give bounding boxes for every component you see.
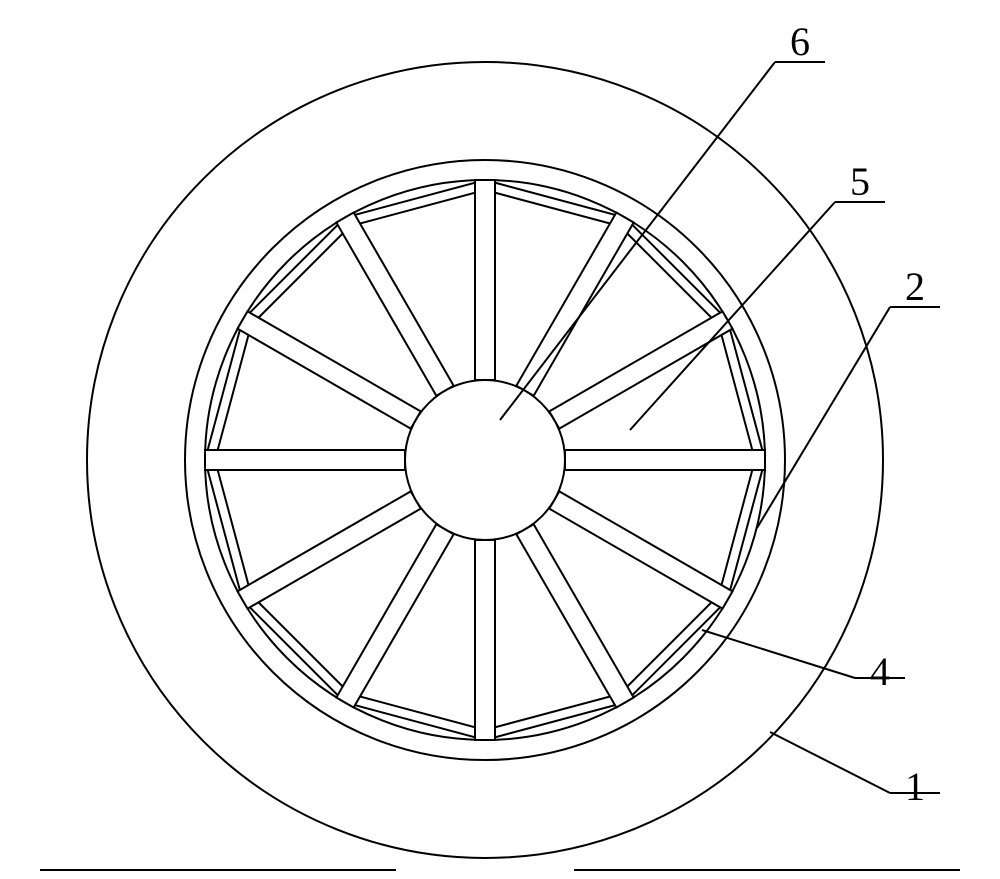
label-6: 6 <box>790 19 810 64</box>
label-2: 2 <box>905 264 925 309</box>
diagram-svg: 6 5 2 4 1 <box>0 0 1000 879</box>
leader-line-1 <box>770 732 890 793</box>
spoke <box>475 180 495 380</box>
label-1: 1 <box>905 764 925 809</box>
spoke <box>205 450 405 470</box>
spoke <box>475 540 495 740</box>
label-4: 4 <box>870 649 890 694</box>
label-5: 5 <box>850 159 870 204</box>
spoke <box>565 450 765 470</box>
hub <box>405 380 565 540</box>
